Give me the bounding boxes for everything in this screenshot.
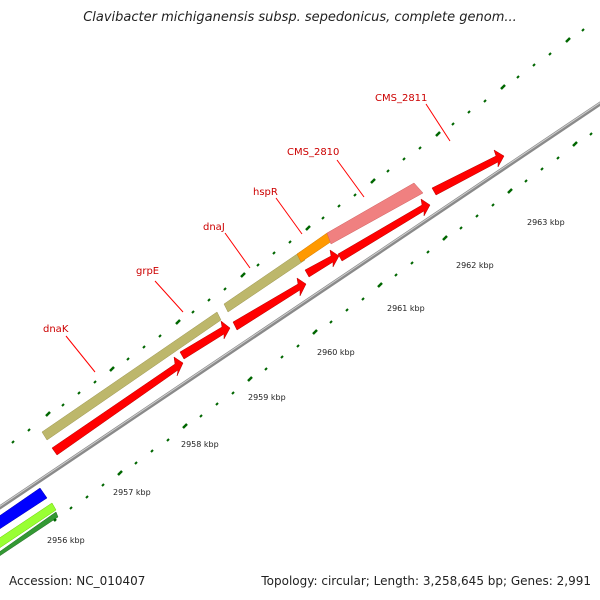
gene-dnaJ-feature[interactable] — [223, 251, 306, 313]
kbp-label: 2960 kbp — [317, 348, 355, 357]
kbp-label: 2959 kbp — [248, 393, 286, 402]
kbp-labels: 2956 kbp 2957 kbp 2958 kbp 2959 kbp 2960… — [47, 218, 565, 545]
kbp-label: 2957 kbp — [113, 488, 151, 497]
gene-label-dnaK[interactable]: dnaK — [43, 324, 69, 335]
gene-label-grpE[interactable]: grpE — [136, 266, 159, 277]
gene-arrow-dnaJ[interactable] — [232, 277, 307, 331]
genome-summary: Topology: circular; Length: 3,258,645 bp… — [261, 574, 591, 588]
gene-CMS_2810-feature[interactable] — [326, 182, 424, 245]
gene-label-leaders — [65, 103, 451, 373]
gene-arrow-dnaK[interactable] — [51, 356, 184, 456]
feature-blue[interactable] — [0, 487, 48, 532]
gene-label-CMS_2810[interactable]: CMS_2810 — [287, 147, 339, 158]
reverse-strand-features — [41, 182, 424, 441]
gene-label-hspR[interactable]: hspR — [253, 187, 278, 198]
gene-labels: dnaK grpE dnaJ hspR CMS_2810 CMS_2811 — [43, 93, 427, 335]
kbp-label: 2956 kbp — [47, 536, 85, 545]
gene-label-dnaJ[interactable]: dnaJ — [203, 222, 225, 233]
kbp-label: 2963 kbp — [527, 218, 565, 227]
gene-label-CMS_2811[interactable]: CMS_2811 — [375, 93, 427, 104]
gene-arrow-grpE[interactable] — [179, 320, 231, 360]
map-title: Clavibacter michiganensis subsp. sepedon… — [83, 10, 517, 25]
gene-hspR-feature[interactable] — [296, 232, 333, 263]
gene-arrow-CMS_2810[interactable] — [337, 198, 431, 262]
kbp-label: 2962 kbp — [456, 261, 494, 270]
genome-backbone — [0, 101, 600, 510]
feature-light-green[interactable] — [0, 502, 57, 551]
gene-arrow-CMS_2811[interactable] — [431, 149, 505, 196]
gene-arrow-hspR[interactable] — [304, 249, 340, 278]
forward-strand-features — [51, 149, 505, 456]
kbp-label: 2958 kbp — [181, 440, 219, 449]
inner-tick-ring — [53, 132, 593, 522]
outer-tick-ring — [11, 28, 585, 444]
feature-dark-green[interactable] — [0, 511, 59, 559]
kbp-label: 2961 kbp — [387, 304, 425, 313]
other-features — [0, 487, 59, 559]
accession-label: Accession: NC_010407 — [9, 574, 146, 588]
gene-dnaK-feature[interactable] — [41, 311, 222, 441]
